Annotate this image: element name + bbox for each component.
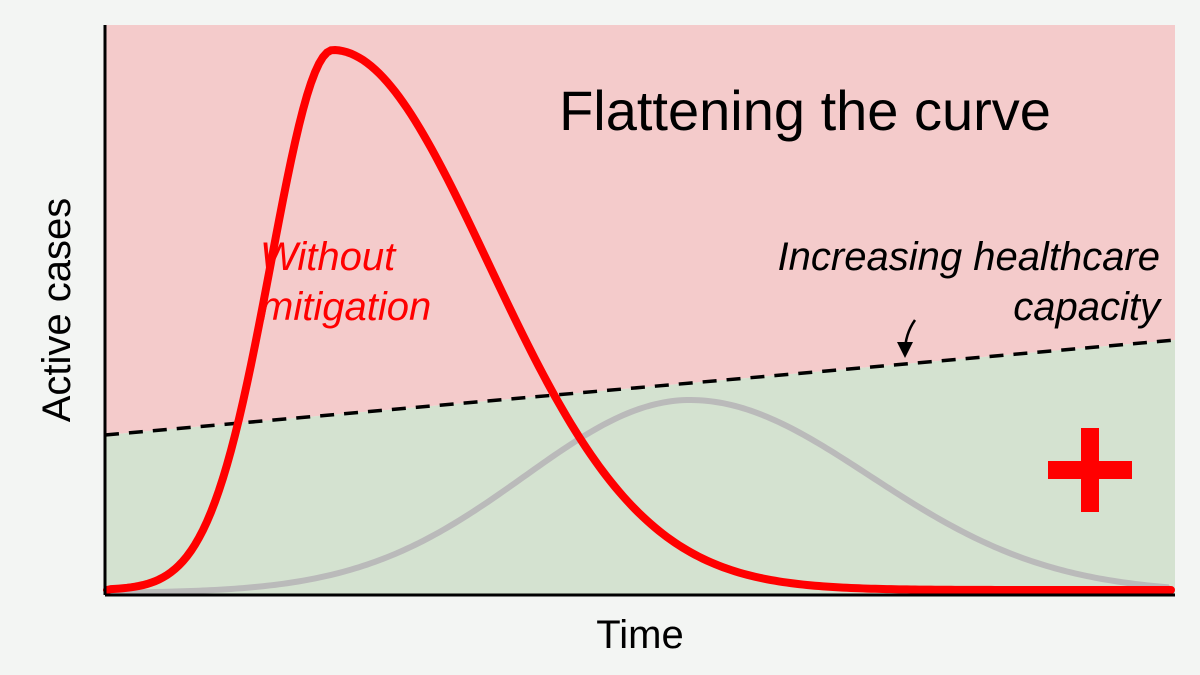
label-without-line2: mitigation — [260, 285, 431, 329]
label-capacity-line2: capacity — [1013, 285, 1163, 329]
y-axis-label: Active cases — [35, 198, 79, 423]
label-without-line1: Without — [260, 235, 397, 279]
label-capacity-line1: Increasing healthcare — [778, 235, 1160, 279]
chart-title: Flattening the curve — [559, 79, 1051, 142]
x-axis-label: Time — [596, 613, 683, 657]
